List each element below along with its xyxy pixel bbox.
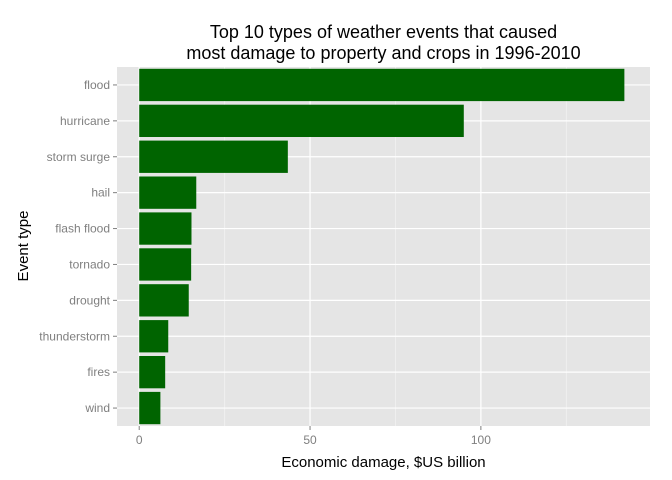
x-tick-label: 50 — [303, 433, 317, 447]
bar-drought — [139, 284, 189, 317]
y-tick-label: wind — [84, 401, 110, 415]
bar-thunderstorm — [139, 320, 169, 353]
bar-hurricane — [139, 104, 464, 138]
bar-flood — [139, 68, 625, 102]
bar-tornado — [139, 248, 192, 281]
chart-title-line-1: Top 10 types of weather events that caus… — [210, 22, 557, 42]
y-tick-label: flash flood — [55, 222, 110, 236]
y-axis: flood hurricane storm surge hail flash flood… — [39, 78, 117, 415]
chart-title-line-2: most damage to property and crops in 199… — [186, 43, 580, 63]
y-tick-label: flood — [84, 78, 110, 92]
y-axis-title: Event type — [15, 211, 32, 282]
x-axis: 0 50 100 — [136, 426, 491, 447]
y-tick-label: hurricane — [60, 114, 110, 128]
bar-wind — [139, 391, 161, 425]
y-tick-label: hail — [91, 186, 110, 200]
y-tick-label: tornado — [69, 257, 110, 271]
bar-hail — [139, 176, 197, 209]
bars — [139, 68, 625, 425]
bar-fires — [139, 355, 166, 389]
x-tick-label: 100 — [471, 433, 491, 447]
x-tick-label: 0 — [136, 433, 143, 447]
bar-storm-surge — [139, 140, 288, 173]
bar-flash-flood — [139, 212, 192, 245]
y-tick-label: drought — [69, 293, 110, 307]
y-tick-label: thunderstorm — [39, 329, 110, 343]
y-tick-label: storm surge — [47, 150, 111, 164]
y-tick-label: fires — [87, 365, 110, 379]
x-axis-title: Economic damage, $US billion — [281, 454, 485, 471]
